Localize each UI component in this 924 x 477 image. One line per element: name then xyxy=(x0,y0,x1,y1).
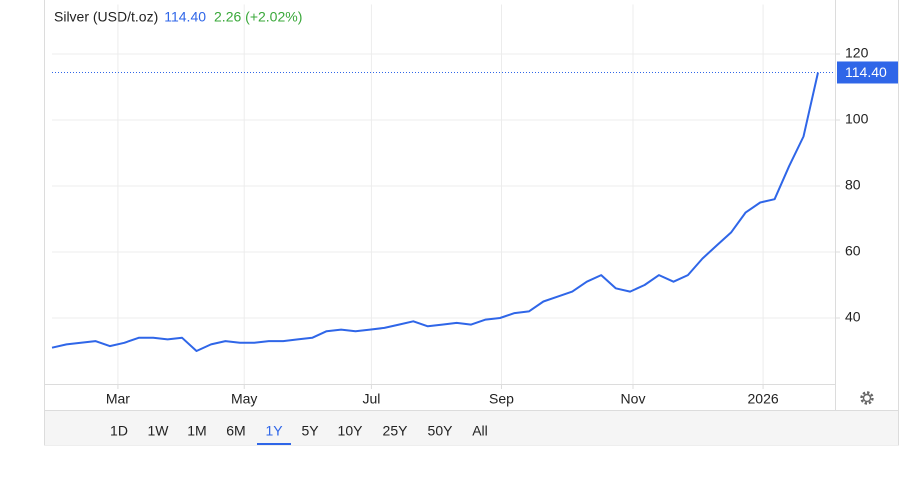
settings-icon[interactable] xyxy=(860,391,874,405)
range-button[interactable]: 5Y xyxy=(301,423,319,439)
range-button[interactable]: 1Y xyxy=(257,423,291,445)
x-tick-label: Mar xyxy=(106,391,130,407)
range-button[interactable]: 50Y xyxy=(428,423,454,439)
y-tick-label: 120 xyxy=(845,45,869,61)
instrument-name: Silver (USD/t.oz) xyxy=(54,9,158,25)
range-button[interactable]: All xyxy=(472,423,488,439)
last-price-label: 114.40 xyxy=(845,64,887,80)
range-button[interactable]: 6M xyxy=(226,423,245,439)
last-price-badge xyxy=(837,61,898,84)
range-button[interactable]: 1D xyxy=(110,423,128,439)
x-tick-label: Sep xyxy=(489,391,514,407)
range-label: 6M xyxy=(226,423,245,439)
y-tick-label: 60 xyxy=(845,243,861,259)
y-tick-label: 80 xyxy=(845,177,861,193)
range-button[interactable]: 1W xyxy=(148,423,170,439)
price-line xyxy=(51,72,819,352)
x-tick-label: May xyxy=(231,391,257,407)
range-label: 25Y xyxy=(383,423,409,439)
range-bar xyxy=(45,411,898,445)
y-tick-label: 100 xyxy=(845,111,869,127)
range-label: 1D xyxy=(110,423,128,439)
header-change: 2.26 (+2.02%) xyxy=(214,9,302,25)
range-button[interactable]: 1M xyxy=(187,423,206,439)
range-label: 50Y xyxy=(428,423,454,439)
header-price: 114.40 xyxy=(164,9,206,25)
range-label: 1W xyxy=(148,423,170,439)
range-label: All xyxy=(472,423,488,439)
y-tick-label: 40 xyxy=(845,309,861,325)
range-label: 1Y xyxy=(265,423,283,439)
x-tick-label: 2026 xyxy=(748,391,779,407)
x-tick-label: Nov xyxy=(621,391,646,407)
range-label: 1M xyxy=(187,423,206,439)
range-button[interactable]: 25Y xyxy=(383,423,409,439)
range-button[interactable]: 10Y xyxy=(338,423,364,439)
chart-frame xyxy=(44,0,899,446)
x-tick-label: Jul xyxy=(362,391,380,407)
range-label: 5Y xyxy=(301,423,319,439)
range-label: 10Y xyxy=(338,423,364,439)
